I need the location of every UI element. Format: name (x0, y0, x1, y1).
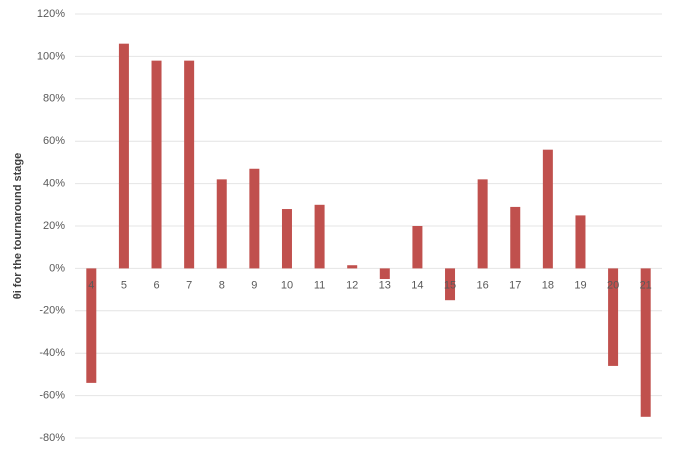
bar (347, 265, 358, 269)
x-tick-label: 10 (281, 279, 293, 291)
bar (249, 168, 260, 269)
x-tick-label: 12 (346, 279, 358, 291)
bar (379, 268, 390, 279)
y-tick-label: -60% (39, 390, 65, 402)
bar (314, 204, 325, 269)
y-tick-label: 80% (43, 93, 65, 105)
bar (575, 215, 586, 269)
bar (184, 60, 195, 269)
x-tick-label: 4 (88, 279, 94, 291)
y-tick-label: 120% (37, 8, 65, 20)
y-tick-label: -80% (39, 432, 65, 444)
bar (86, 268, 97, 383)
bar (640, 268, 651, 417)
bar (151, 60, 162, 269)
y-tick-label: -40% (39, 347, 65, 359)
x-tick-label: 6 (153, 279, 159, 291)
x-tick-label: 20 (607, 279, 619, 291)
y-axis-label: θi for the tournaround stage (12, 153, 24, 300)
x-tick-label: 14 (411, 279, 423, 291)
y-tick-label: 100% (37, 50, 65, 62)
x-tick-label: 19 (574, 279, 586, 291)
x-tick-label: 8 (219, 279, 225, 291)
bar (281, 209, 292, 269)
y-tick-label: -20% (39, 305, 65, 317)
bar (118, 43, 129, 269)
x-tick-label: 21 (640, 279, 652, 291)
y-tick-label: 0% (49, 262, 65, 274)
x-tick-label: 11 (314, 279, 325, 291)
bar (608, 268, 619, 366)
bar (412, 226, 423, 269)
x-tick-label: 5 (121, 279, 127, 291)
y-tick-label: 20% (43, 220, 65, 232)
bar (510, 206, 521, 269)
bar (445, 268, 456, 301)
x-tick-label: 13 (379, 279, 391, 291)
bar (542, 149, 553, 269)
x-tick-label: 7 (186, 279, 192, 291)
bar (477, 179, 488, 269)
y-tick-label: 40% (43, 178, 65, 190)
x-tick-label: 18 (542, 279, 554, 291)
x-tick-label: 16 (477, 279, 489, 291)
bar (216, 179, 227, 269)
x-tick-label: 9 (251, 279, 257, 291)
x-tick-label: 17 (509, 279, 521, 291)
x-tick-label: 15 (444, 279, 456, 291)
y-tick-label: 60% (43, 135, 65, 147)
